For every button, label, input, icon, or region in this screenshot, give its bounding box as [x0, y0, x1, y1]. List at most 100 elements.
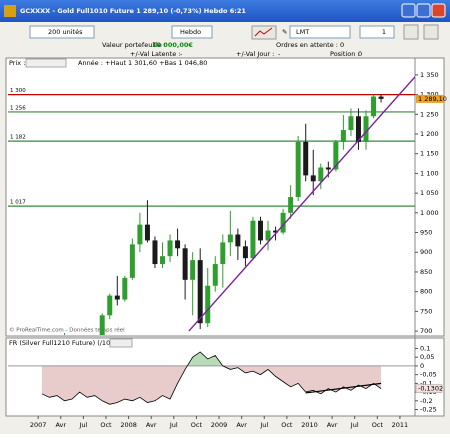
position-label: Position : [330, 50, 360, 58]
y-tick-label: 1 050 [420, 189, 439, 197]
y-tick-label: 900 [420, 248, 432, 256]
position-value: 0 [358, 50, 362, 58]
day-value: - [278, 50, 281, 58]
last-value-box [415, 384, 443, 393]
y-tick-label: 1 150 [420, 150, 439, 158]
quantity-dropdown[interactable] [29, 25, 95, 39]
candle-body [99, 315, 105, 335]
level-label: 1 256 [10, 105, 26, 111]
candle-body [160, 256, 166, 265]
window-title: GCXXXX - Gold Full1010 Future 1 289,10 (… [20, 7, 246, 15]
level-label: 1 300 [10, 88, 26, 94]
y-tick-label: 1 100 [420, 169, 439, 177]
count-text: 1 [382, 28, 386, 36]
x-tick-label: 2011 [392, 421, 409, 429]
price-panel [5, 57, 445, 337]
y-tick-label: 1 250 [420, 110, 439, 118]
candle-body [371, 96, 377, 117]
watermark: © ProRealTime.com - Données temps réel [9, 327, 125, 334]
indicator-line [41, 351, 382, 405]
x-tick-label: Oct [372, 421, 384, 429]
candle-body [340, 130, 346, 142]
chart-button[interactable] [251, 25, 277, 40]
last-value-label: -0,1302 [418, 385, 443, 393]
candle-body [175, 240, 181, 249]
candle-body [144, 224, 150, 241]
buy-button[interactable] [403, 24, 419, 40]
candle-body [235, 234, 241, 247]
order-icon: ✎ [282, 28, 287, 36]
period-text: Hebdo [180, 28, 201, 36]
panel-tools[interactable] [25, 58, 67, 68]
x-tick-label: 2008 [120, 421, 137, 429]
order-type-text: LMT [296, 28, 309, 36]
candle-body [363, 116, 369, 142]
candle-body [333, 141, 339, 170]
trendline [188, 76, 415, 332]
count-spinner[interactable] [359, 25, 395, 39]
candle-body [227, 234, 233, 243]
plot-area [8, 351, 415, 405]
indicator-tools[interactable] [109, 338, 133, 348]
y-tick-label: 700 [420, 327, 432, 335]
chart-icon [254, 27, 273, 37]
candle-body [325, 167, 331, 170]
portfolio-value: 10 000,00€ [152, 41, 193, 49]
candle-body [318, 167, 324, 182]
y-tick-label: -0,1 [420, 379, 433, 387]
candle-body [310, 175, 316, 182]
candle-body [212, 264, 218, 286]
candle-body [167, 240, 173, 257]
positive-area [41, 351, 382, 366]
candle-body [205, 285, 211, 324]
x-tick-label: Jul [259, 421, 268, 429]
order-type-dropdown[interactable] [289, 25, 351, 39]
close-button[interactable] [431, 3, 446, 18]
x-tick-label: Oct [281, 421, 293, 429]
latent-value: - [180, 50, 183, 58]
indicator-title: FR (Silver Full1210 Future) (/100) [9, 339, 117, 347]
candle-body [265, 230, 271, 241]
candle-body [250, 220, 256, 259]
candle-body [220, 242, 226, 265]
x-tick-label: Jul [78, 421, 87, 429]
x-tick-label: Oct [100, 421, 112, 429]
y-tick-label: 750 [420, 307, 432, 315]
y-tick-label: 0,1 [420, 344, 430, 352]
quantity-text: 200 unités [48, 28, 83, 36]
candle-body [107, 295, 113, 316]
y-tick-label: 0 [420, 362, 424, 370]
level-label: 1 017 [10, 200, 26, 206]
x-tick-label: Avr [327, 421, 338, 429]
candle-body [280, 212, 286, 233]
trendline [305, 382, 382, 394]
period-dropdown[interactable] [171, 25, 213, 39]
title-bar [0, 0, 450, 22]
x-tick-label: 2010 [301, 421, 318, 429]
y-tick-label: 800 [420, 288, 432, 296]
y-tick-label: -0,25 [420, 406, 437, 414]
candle-body [288, 197, 294, 213]
candle-body [152, 240, 158, 265]
y-tick-label: -0,05 [420, 371, 437, 379]
x-tick-label: Jul [169, 421, 178, 429]
maximize-button[interactable] [416, 3, 431, 18]
y-tick-label: 0,05 [420, 353, 434, 361]
day-label: +/-Val Jour : [236, 50, 274, 58]
y-tick-label: -0,2 [420, 397, 433, 405]
minimize-button[interactable] [401, 3, 416, 18]
y-tick-label: 1 300 [420, 91, 439, 99]
candle-body [137, 224, 143, 245]
price-title: Prix : [9, 59, 25, 67]
pending-label: Ordres en attente : [276, 41, 338, 49]
x-tick-label: 2007 [30, 421, 47, 429]
x-tick-label: Avr [236, 421, 247, 429]
candle-body [122, 277, 128, 300]
y-tick-label: 850 [420, 268, 432, 276]
sell-button[interactable] [423, 24, 439, 40]
pending-value: 0 [340, 41, 344, 49]
candle-body [190, 260, 196, 280]
y-tick-label: 1 200 [420, 130, 439, 138]
x-tick-label: Avr [146, 421, 157, 429]
